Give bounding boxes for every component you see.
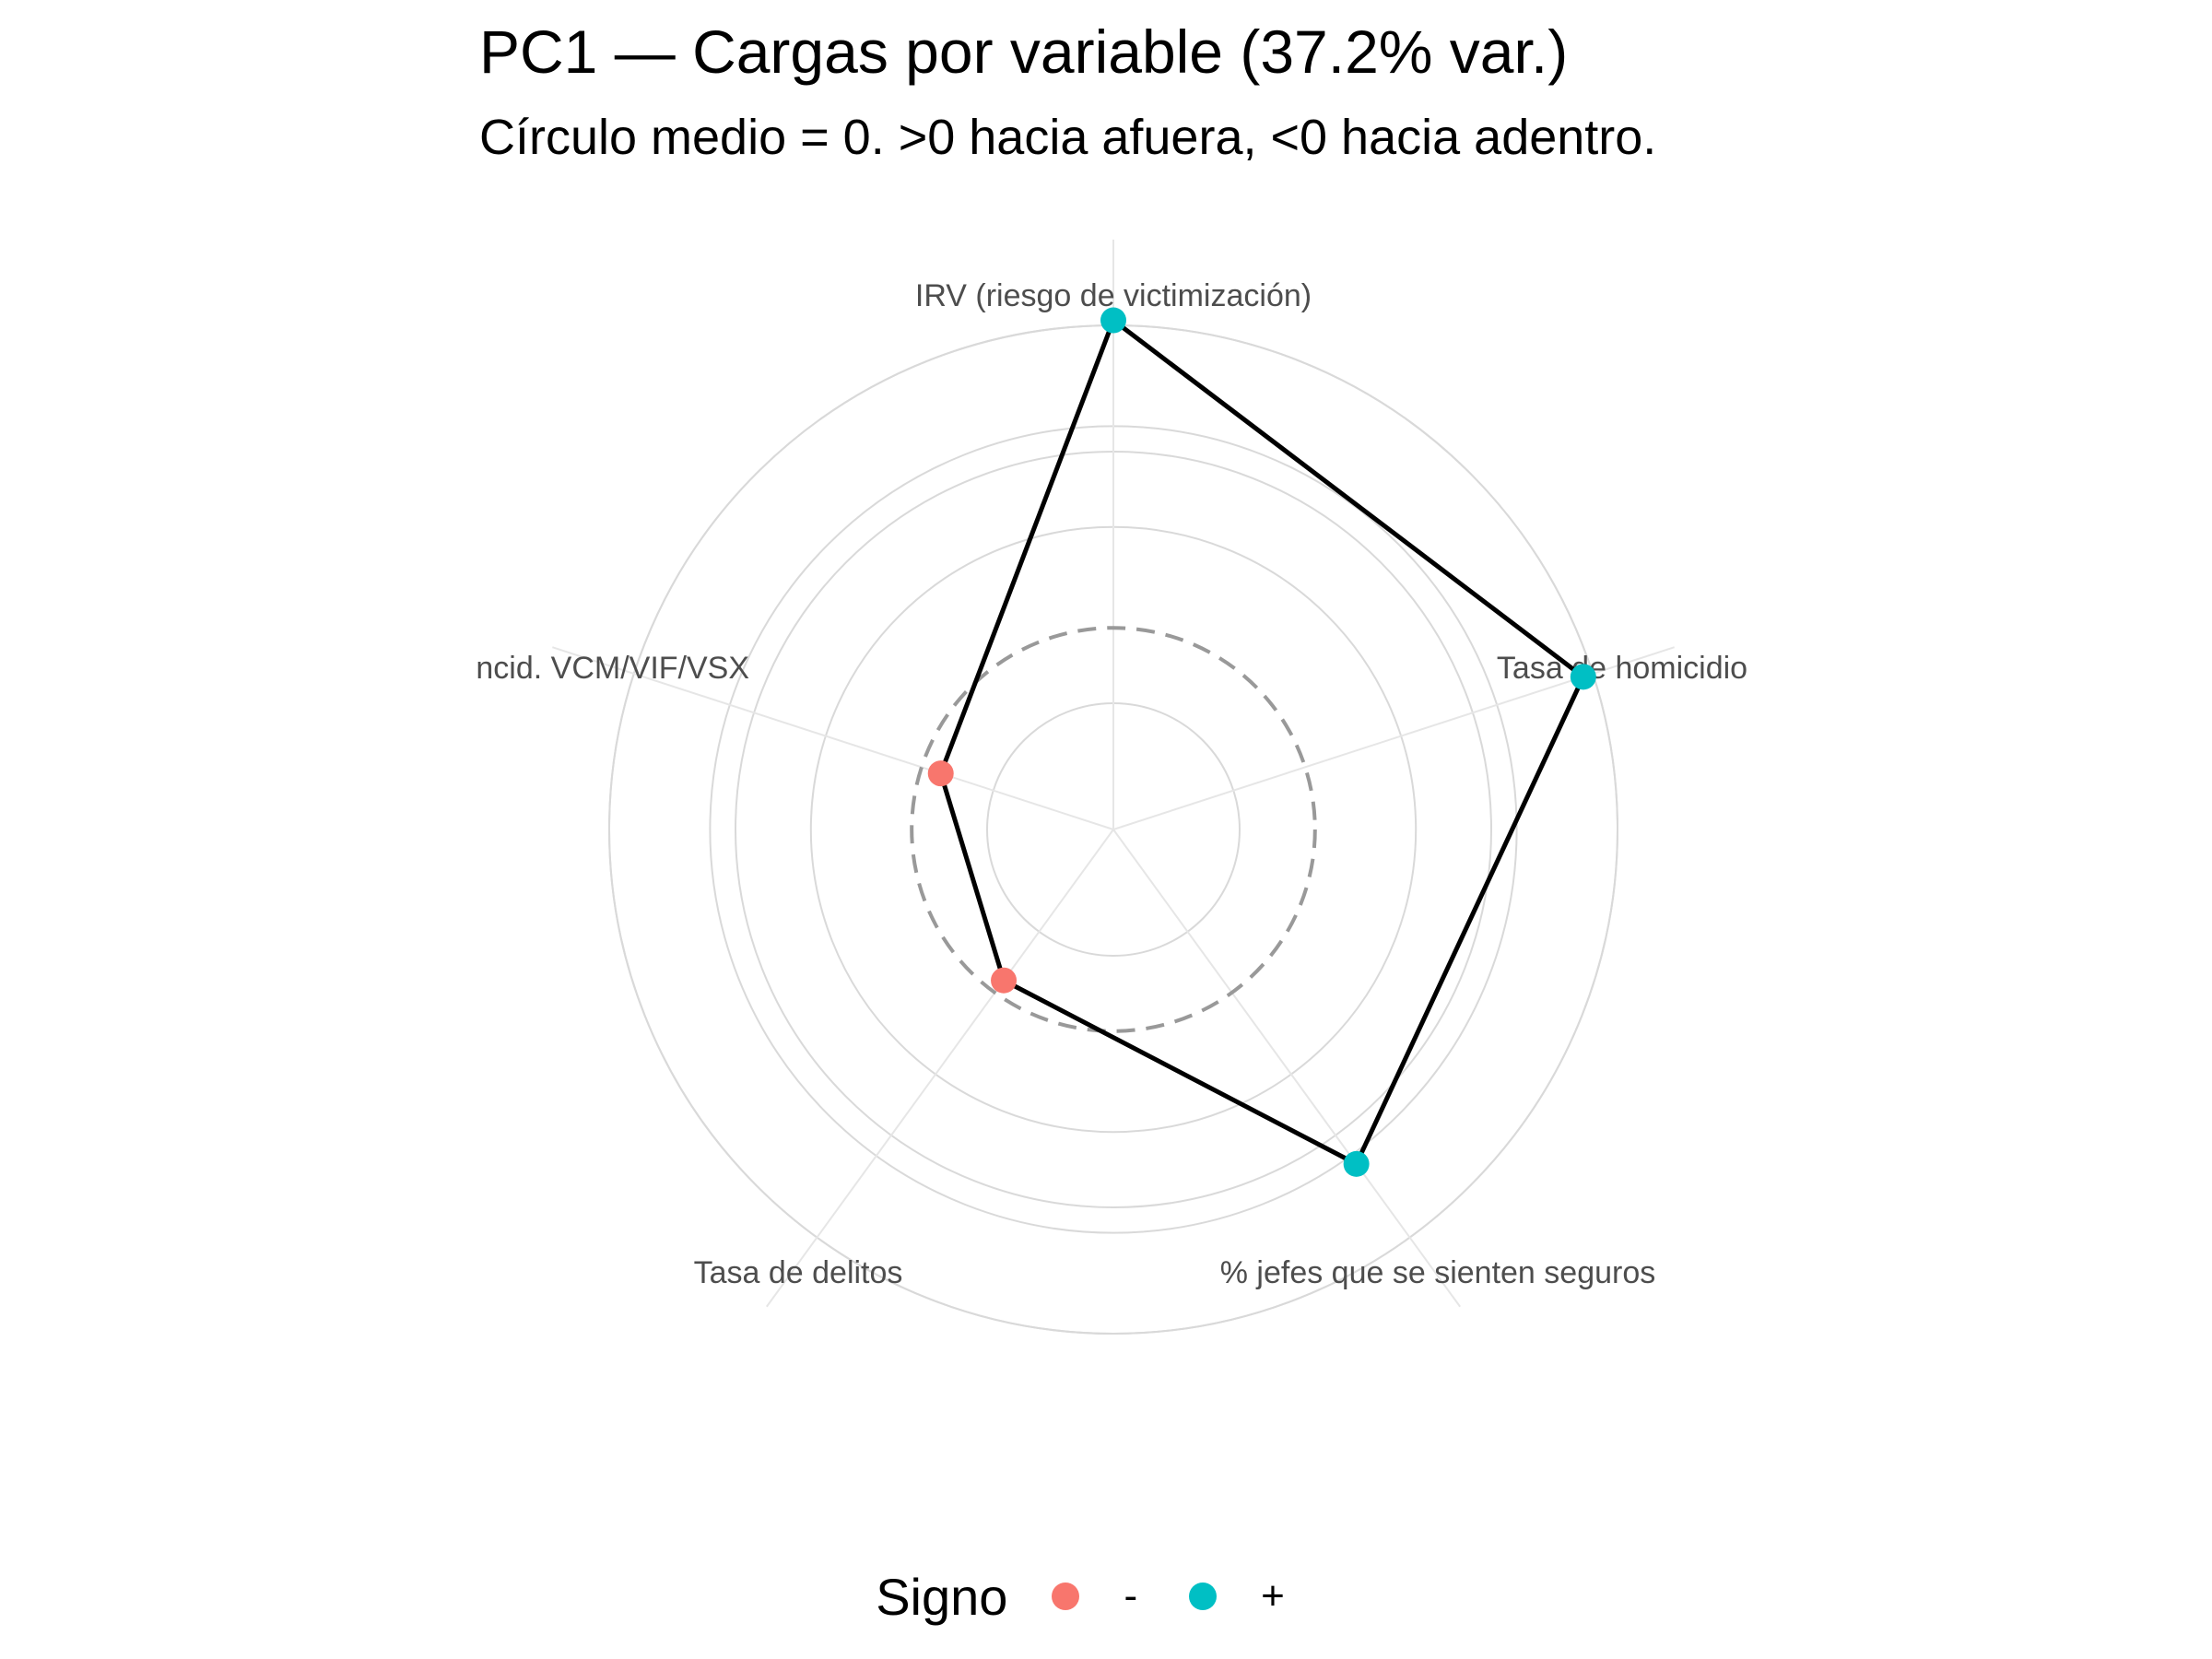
grid-spoke (1112, 829, 1461, 1308)
radar-series (927, 307, 1596, 1177)
data-point (1570, 664, 1596, 690)
legend-item-negative: - (1052, 1573, 1137, 1619)
legend-item-positive: + (1189, 1573, 1285, 1619)
axis-label: Tasa de delitos (694, 1255, 903, 1290)
data-point (1100, 307, 1126, 334)
legend-dot-negative (1052, 1583, 1080, 1610)
radar-grid (552, 240, 1675, 1335)
legend-title: Signo (876, 1567, 1008, 1626)
legend-dot-positive (1189, 1583, 1218, 1610)
series-line (938, 318, 1586, 1167)
data-point (1343, 1150, 1370, 1177)
grid-spoke (552, 646, 1114, 830)
axis-labels: IRV (riesgo de victimización)Tasa de hom… (467, 278, 1747, 1290)
legend-label-positive: + (1261, 1573, 1285, 1618)
legend: Signo - + (0, 1559, 2212, 1633)
legend-label-negative: - (1124, 1573, 1138, 1618)
axis-label: Tasa de homicidio (1497, 651, 1747, 686)
chart-subtitle: Círculo medio = 0. >0 hacia afuera, <0 h… (479, 110, 1657, 165)
zero-reference-circle (910, 626, 1317, 1033)
grid-spoke (766, 829, 1114, 1308)
data-point (927, 760, 954, 787)
axis-label: Incid. VCM/VIF/VSX (467, 651, 749, 686)
axis-label: % jefes que se sienten seguros (1220, 1255, 1656, 1290)
radar-chart: IRV (riesgo de victimización)Tasa de hom… (467, 240, 1747, 1335)
data-point (991, 967, 1018, 994)
chart-title: PC1 — Cargas por variable (37.2% var.) (479, 18, 1569, 86)
